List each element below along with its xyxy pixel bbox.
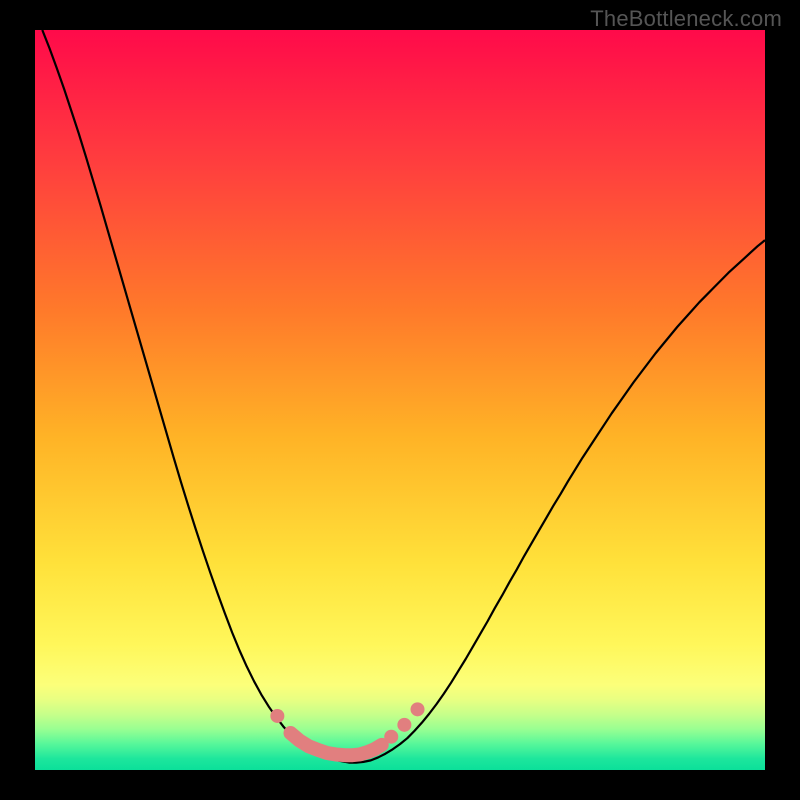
chart-frame: TheBottleneck.com — [0, 0, 800, 800]
plot-area — [35, 30, 765, 770]
accent-dot-0 — [270, 709, 284, 723]
accent-dot-3 — [411, 702, 425, 716]
gradient-background — [35, 30, 765, 770]
chart-svg — [35, 30, 765, 770]
accent-dot-2 — [397, 718, 411, 732]
accent-dot-1 — [384, 730, 398, 744]
watermark-text: TheBottleneck.com — [590, 6, 782, 32]
